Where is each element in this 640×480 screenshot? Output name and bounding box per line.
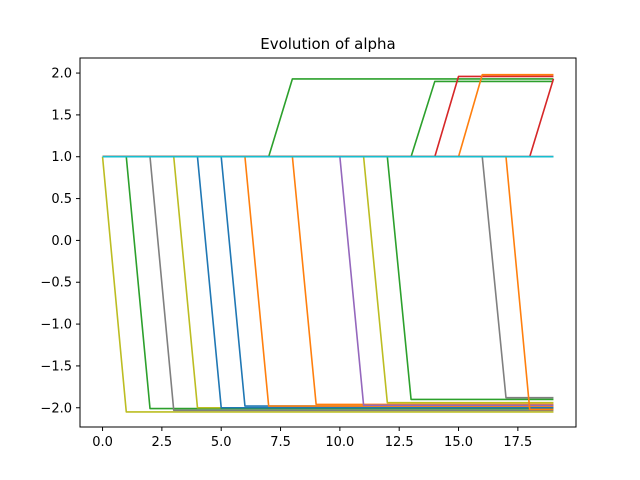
y-tick-label: −0.5	[40, 276, 72, 291]
x-tick-label: 12.5	[385, 435, 414, 450]
x-axis-ticks: 0.0 2.5 5.0 7.5 10.0 12.5 15.0 17.5	[92, 427, 532, 450]
x-tick-label: 10.0	[325, 435, 354, 450]
x-tick-label: 7.5	[270, 435, 291, 450]
x-tick-label: 17.5	[503, 435, 532, 450]
y-tick-label: −1.0	[40, 318, 72, 333]
series-line-1	[101, 156, 554, 413]
series-line-3	[102, 155, 554, 412]
x-tick-label: 2.5	[152, 435, 173, 450]
y-axis-ticks: 2.0 1.5 1.0 0.5 0.0 −0.5 −1.0 −1.5 −2.0	[40, 67, 80, 416]
y-tick-label: 2.0	[51, 67, 72, 82]
y-tick-label: 0.0	[51, 234, 72, 249]
series-lines	[101, 73, 555, 413]
x-tick-label: 5.0	[211, 435, 232, 450]
y-tick-label: 1.5	[51, 108, 72, 123]
y-tick-label: 1.0	[51, 150, 72, 165]
plot-frame	[79, 57, 577, 428]
y-tick-label: −1.5	[40, 359, 72, 374]
x-tick-label: 15.0	[444, 435, 473, 450]
y-tick-label: −2.0	[40, 401, 72, 416]
series-line-2	[102, 155, 554, 410]
chart-title: Evolution of alpha	[260, 35, 396, 53]
x-tick-label: 0.0	[92, 435, 113, 450]
y-tick-label: 0.5	[51, 192, 72, 207]
